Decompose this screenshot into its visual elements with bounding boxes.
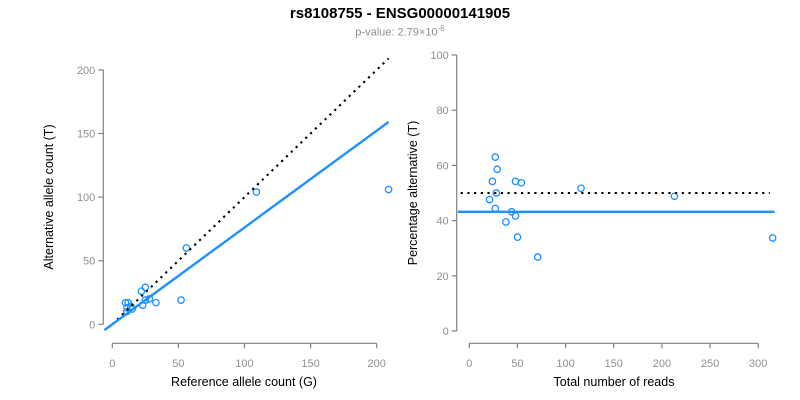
expected-50pct-identity-line — [111, 57, 390, 326]
data-point — [141, 283, 150, 292]
panel-reads-vs-percentage: 0 50 100 150 200 250 300 0 20 40 60 80 100 — [430, 50, 777, 370]
right-x-axis-title: Total number of reads — [554, 375, 675, 389]
y-tick-label: 100 — [430, 50, 448, 62]
left-x-axis-title: Reference allele count (G) — [171, 375, 317, 389]
data-point — [513, 233, 522, 242]
x-tick-label: 250 — [701, 358, 719, 370]
y-tick-label: 50 — [83, 256, 95, 268]
data-point — [122, 303, 131, 312]
pvalue-text: p-value: 2.79×10 — [355, 26, 438, 39]
data-point — [252, 188, 261, 196]
y-tick-label: 60 — [436, 160, 448, 172]
data-point — [502, 218, 510, 226]
data-point — [577, 184, 585, 193]
fitted-allelic-ratio-line — [103, 121, 390, 332]
x-tick-label: 150 — [605, 358, 623, 370]
y-tick-label: 40 — [436, 216, 448, 228]
x-tick-label: 100 — [556, 358, 574, 370]
data-point — [517, 178, 526, 187]
y-tick-label: 100 — [77, 192, 95, 204]
y-tick-label: 150 — [77, 129, 95, 141]
x-tick-label: 100 — [235, 358, 253, 370]
data-point — [768, 234, 777, 242]
data-point — [493, 165, 502, 174]
x-tick-label: 200 — [368, 358, 386, 370]
data-point — [177, 296, 185, 304]
data-point — [485, 195, 494, 204]
data-point — [491, 153, 500, 161]
x-tick-label: 50 — [511, 358, 523, 370]
y-tick-label: 200 — [77, 65, 95, 77]
y-tick-label: 20 — [436, 271, 448, 283]
data-point — [152, 298, 160, 307]
x-tick-label: 50 — [172, 358, 184, 370]
figure-subtitle-pvalue: p-value: 2.79×10-6 — [0, 24, 800, 39]
left-y-axis-title: Alternative allele count (T) — [42, 124, 56, 269]
x-tick-label: 150 — [301, 358, 319, 370]
data-point — [384, 185, 393, 194]
data-point — [121, 298, 130, 307]
right-y-axis-title: Percentage alternative (T) — [406, 121, 420, 266]
panel-ref-vs-alt-counts: 0 50 100 150 200 0 50 100 150 200 — [77, 57, 393, 370]
pvalue-exponent: -6 — [437, 24, 445, 33]
x-tick-label: 300 — [749, 358, 767, 370]
y-tick-label: 0 — [443, 326, 449, 338]
data-point — [670, 192, 679, 201]
data-point — [488, 177, 497, 186]
y-tick-label: 0 — [89, 319, 95, 331]
x-tick-label: 200 — [653, 358, 671, 370]
data-point — [533, 253, 542, 261]
x-tick-label: 0 — [109, 358, 115, 370]
x-tick-label: 0 — [466, 358, 472, 370]
data-point — [137, 287, 146, 296]
figure-title: rs8108755 - ENSG00000141905 — [289, 5, 511, 22]
y-tick-label: 80 — [436, 105, 448, 117]
data-point — [182, 244, 191, 252]
data-point — [511, 212, 520, 220]
data-point — [492, 189, 501, 197]
